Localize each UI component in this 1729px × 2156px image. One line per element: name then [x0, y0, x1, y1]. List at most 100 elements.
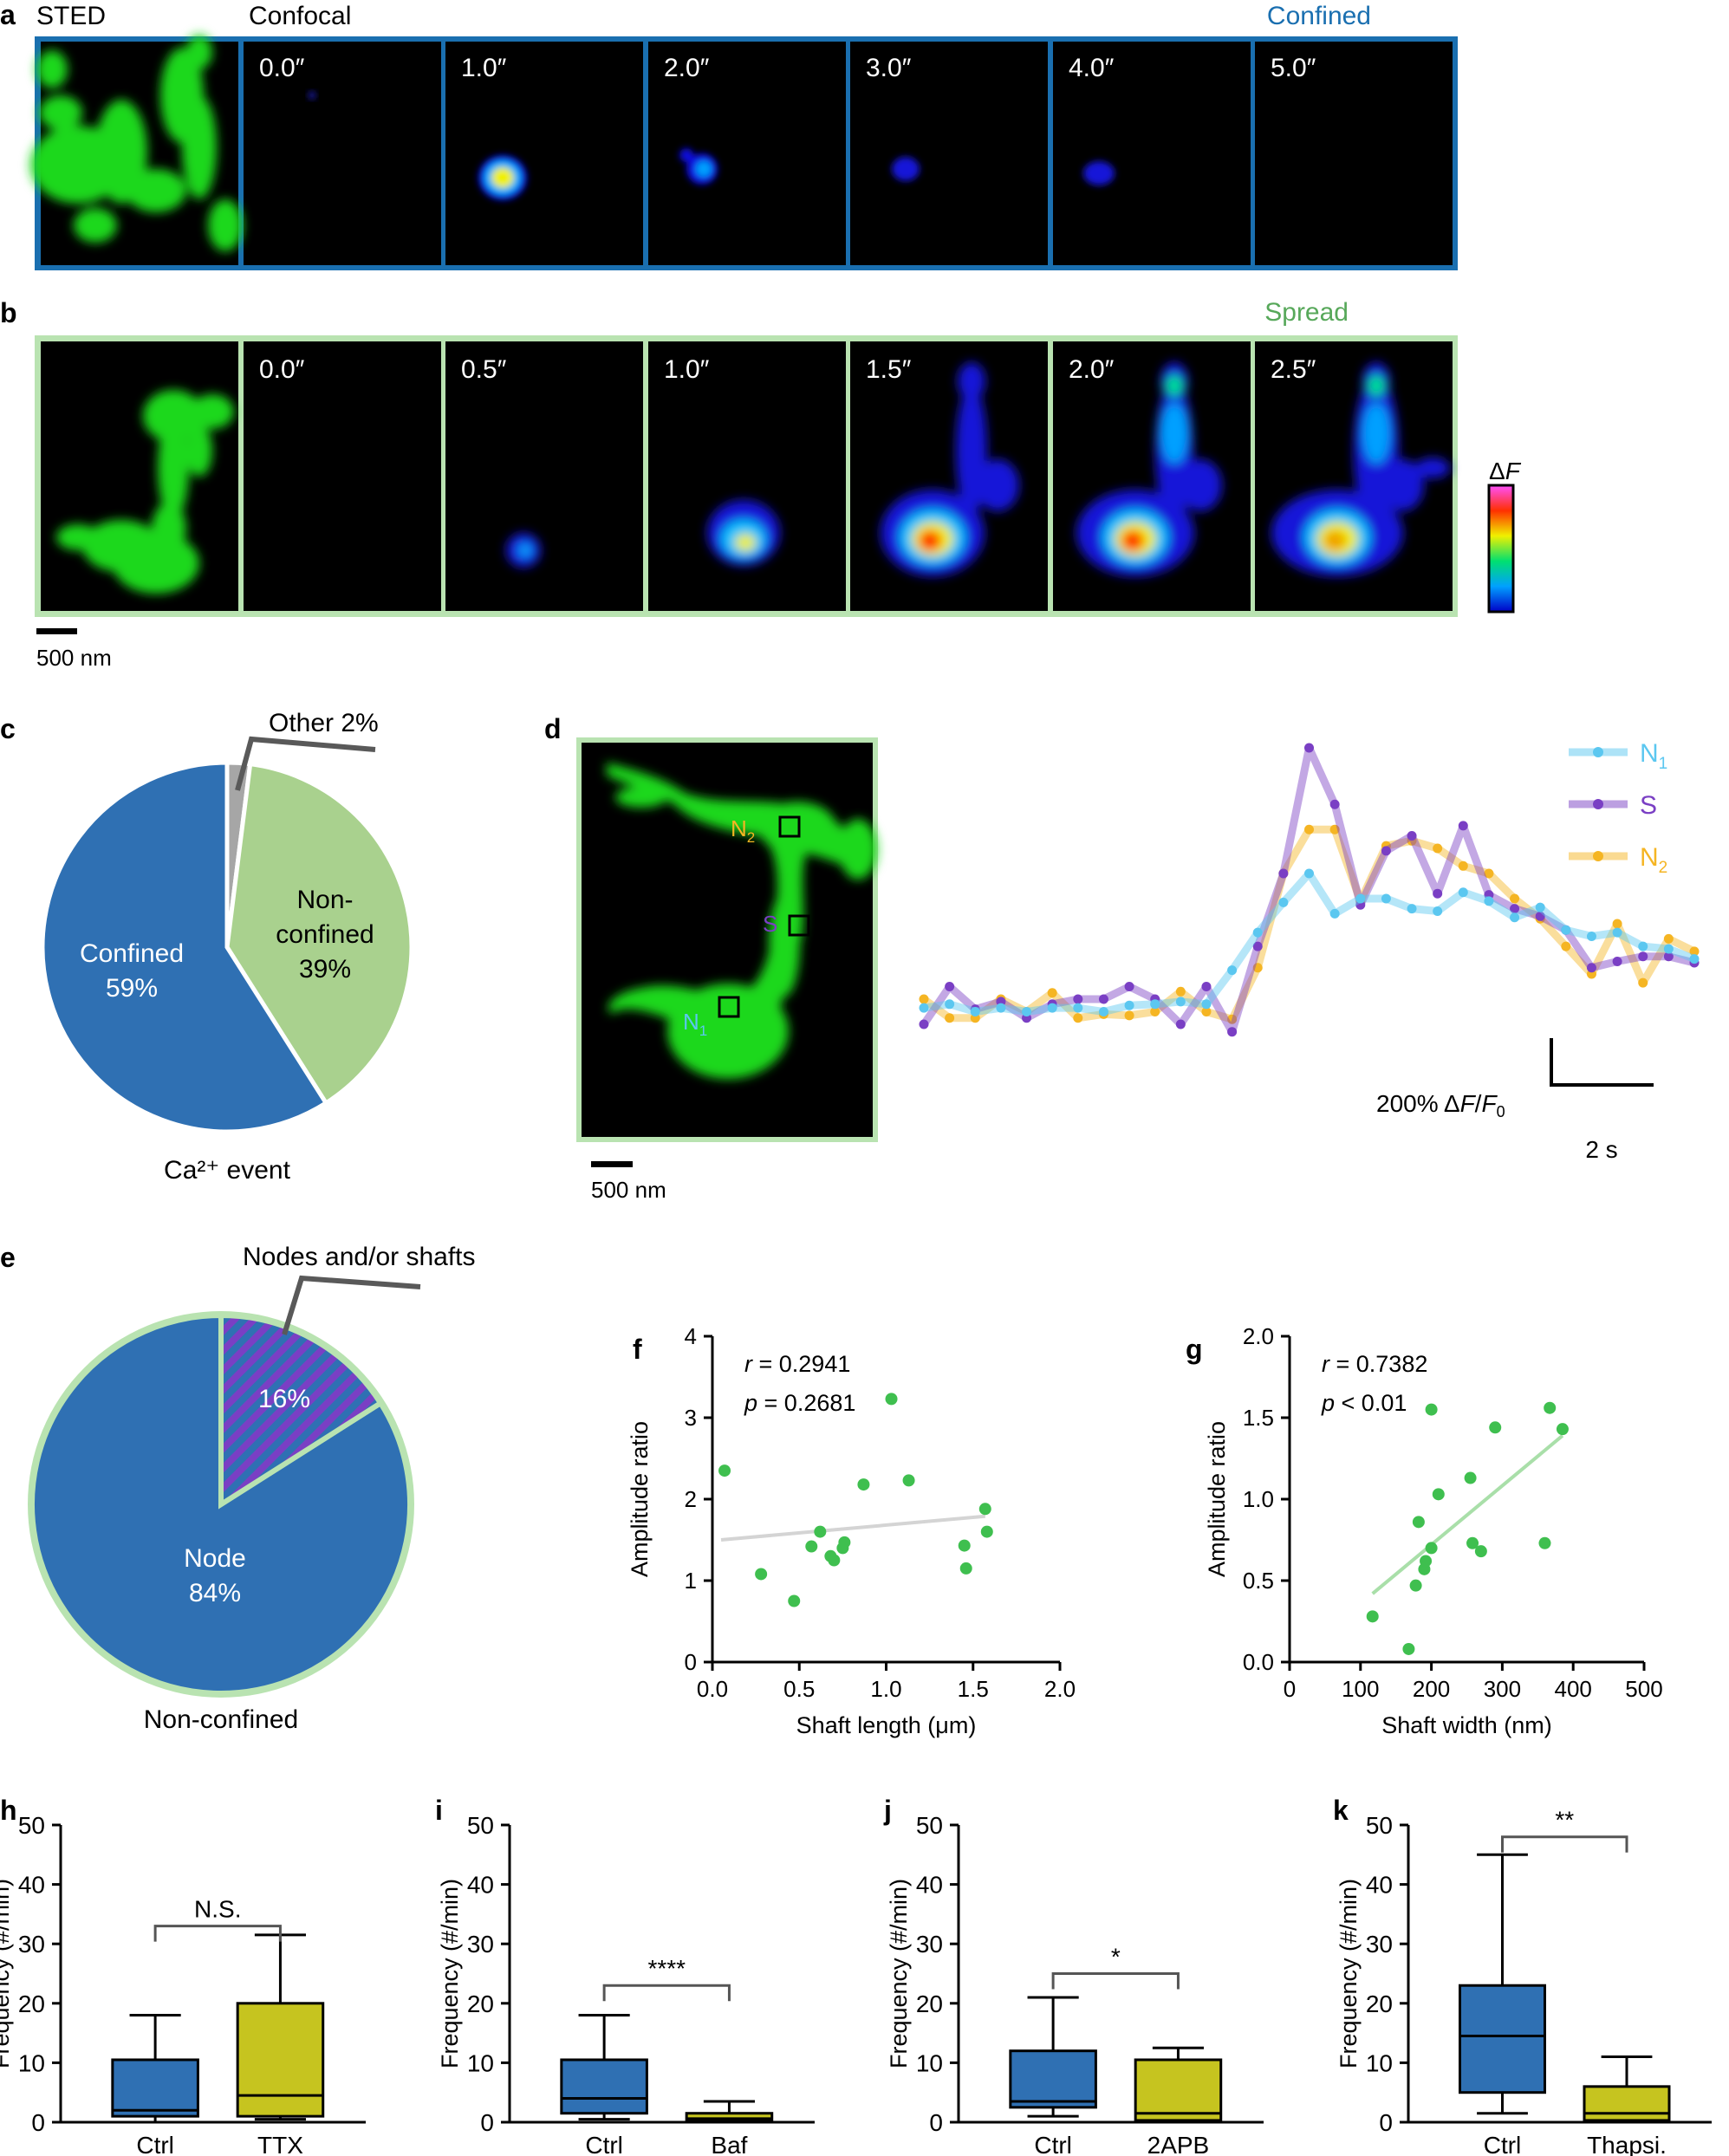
- y-tick-label: 30: [916, 1931, 943, 1958]
- a-tile: [244, 42, 441, 265]
- b-tile: [244, 341, 441, 611]
- trace-point-N1: [1407, 904, 1417, 914]
- y-tick-label: 10: [916, 2049, 943, 2076]
- trace-point-S: [1227, 1027, 1238, 1037]
- legend-label-N2: N2: [1640, 843, 1667, 877]
- trace-point-N2: [1047, 988, 1057, 998]
- roi-n2-label: N2: [731, 815, 755, 846]
- a-time-label: 1.0″: [461, 54, 507, 82]
- trace-point-N2: [1124, 1010, 1134, 1021]
- x-tick-label: 200: [1413, 1676, 1450, 1702]
- scatter-point: [1420, 1555, 1433, 1568]
- box: [236, 2002, 325, 2118]
- trace-point-N1: [1484, 896, 1494, 906]
- pie-e-node-value: 84%: [189, 1579, 241, 1607]
- scatter-point: [1464, 1471, 1477, 1484]
- trace-point-N2: [1689, 946, 1700, 957]
- panel-letter-h: h: [0, 1795, 17, 1826]
- d-scale-y-label: 200% ΔF/F0: [1376, 1090, 1505, 1120]
- b-time-label: 2.0″: [1069, 355, 1115, 384]
- panel-letter-e: e: [0, 1242, 16, 1273]
- trace-point-N1: [1561, 925, 1571, 935]
- x-axis-label: Shaft width (nm): [1381, 1712, 1552, 1738]
- y-axis-label: Frequency (#/min): [886, 1879, 912, 2068]
- y-axis-label: Amplitude ratio: [1204, 1421, 1230, 1577]
- trace-point-N1: [1510, 912, 1520, 923]
- y-tick-label: 40: [1366, 1872, 1393, 1899]
- x-tick-label: 300: [1484, 1676, 1521, 1702]
- y-axis-label: Frequency (#/min): [437, 1879, 463, 2068]
- y-tick-label: 50: [1366, 1812, 1393, 1839]
- confocal-label: Confocal: [249, 2, 351, 30]
- pie-c-nonconfined-label2: confined: [276, 920, 374, 949]
- roi-s-label: S: [763, 911, 777, 937]
- trace-point-N2: [1227, 1014, 1238, 1024]
- svg-text:500 nm: 500 nm: [591, 1177, 666, 1203]
- b-sted-image: [56, 390, 234, 594]
- trace-point-S: [1201, 982, 1212, 991]
- significance-label: N.S.: [194, 1896, 241, 1923]
- scatter-point: [755, 1568, 768, 1581]
- fit-line: [1371, 1434, 1564, 1595]
- trace-point-N1: [919, 1003, 929, 1013]
- trace-point-N1: [945, 999, 955, 1010]
- pie-e-outer-label: Non-confined: [144, 1705, 298, 1734]
- significance-bracket: [153, 1925, 282, 1942]
- significance-bracket: [602, 1984, 731, 2002]
- pie-c-confined-label: Confined: [80, 939, 184, 968]
- significance-label: **: [1555, 1807, 1574, 1834]
- d-scale-x-label: 2 s: [1585, 1136, 1617, 1163]
- trace-point-N2: [1201, 1007, 1212, 1016]
- trace-point-S: [945, 982, 955, 991]
- trace-point-N1: [1355, 893, 1366, 904]
- a-event-blob: [679, 148, 718, 185]
- trace-point-N1: [1663, 944, 1674, 954]
- scatter-point: [978, 1503, 991, 1516]
- y-tick-label: 20: [467, 1990, 494, 2017]
- y-tick-label: 0: [31, 2109, 45, 2136]
- box-chart-h: 0 10 20 30 40 50 Frequency (#/min) Ctrl TTX N.S.: [0, 1812, 366, 2156]
- legend-marker-N1: [1593, 747, 1603, 757]
- scatter-point: [1538, 1536, 1551, 1549]
- panel-d-image: N2 S N1: [576, 737, 878, 1142]
- y-tick-label: 30: [467, 1931, 494, 1958]
- scatter-point: [959, 1562, 972, 1575]
- box: [685, 2112, 774, 2123]
- panel-letter-f: f: [633, 1334, 642, 1365]
- panel-letter-d: d: [544, 713, 562, 744]
- a-tile: [850, 42, 1048, 265]
- trace-line-S: [920, 744, 1696, 1036]
- trace-point-N2: [1561, 941, 1571, 951]
- x-axis-label: Shaft length (μm): [796, 1712, 977, 1738]
- trace-point-N2: [1304, 824, 1314, 834]
- y-tick-label: 0: [685, 1649, 697, 1675]
- p-stat: p = 0.2681: [744, 1390, 855, 1416]
- box: [1459, 1984, 1546, 2094]
- trace-point-N1: [1252, 927, 1263, 938]
- y-tick-label: 3: [685, 1405, 697, 1431]
- y-tick-label: 30: [18, 1931, 45, 1958]
- y-tick-label: 20: [916, 1990, 943, 2017]
- x-category-label: Ctrl: [585, 2132, 623, 2156]
- x-tick-label: 0: [1284, 1676, 1296, 1702]
- spread-tag: Spread: [1264, 298, 1349, 327]
- legend-marker-S: [1593, 799, 1603, 809]
- x-tick-label: 0.5: [783, 1676, 815, 1702]
- y-axis-label: Frequency (#/min): [0, 1879, 14, 2068]
- trace-point-N1: [1638, 941, 1648, 951]
- x-tick-label: 1.0: [870, 1676, 901, 1702]
- scatter-point: [838, 1536, 851, 1549]
- x-tick-label: 400: [1555, 1676, 1592, 1702]
- pie-c-slice: [40, 760, 329, 1134]
- panel-d-traces: [919, 743, 1700, 1037]
- b-time-label: 2.5″: [1271, 355, 1316, 384]
- a-time-label: 5.0″: [1271, 54, 1316, 82]
- pie-e-slice-shafts: [218, 1312, 385, 1510]
- y-tick-label: 40: [467, 1872, 494, 1899]
- y-axis-label: Frequency (#/min): [1336, 1879, 1362, 2068]
- trace-point-S: [1252, 941, 1263, 951]
- box: [1009, 2049, 1097, 2109]
- legend-label-N1: N1: [1640, 739, 1667, 773]
- b-event-blob: [707, 500, 780, 566]
- trace-point-N2: [1329, 824, 1340, 834]
